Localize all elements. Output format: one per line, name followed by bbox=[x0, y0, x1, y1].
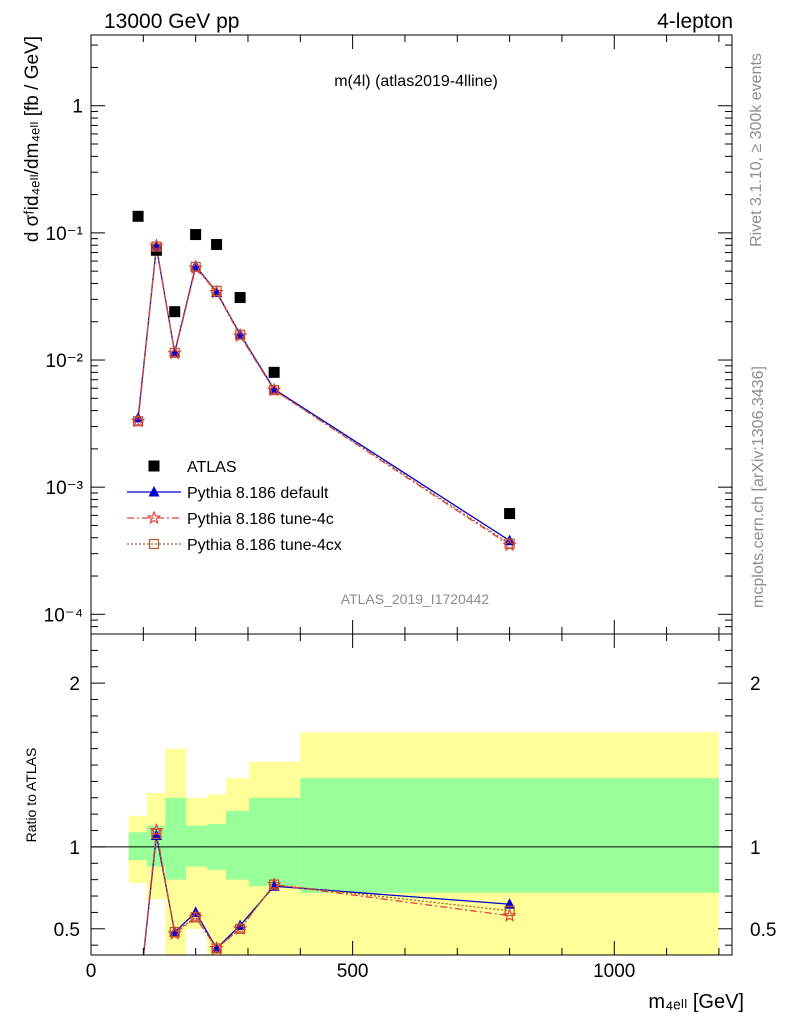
main-data-point bbox=[504, 538, 515, 549]
legend-entry-label: Pythia 8.186 tune-4c bbox=[187, 511, 334, 528]
legend: ATLAS Pythia 8.186 default Pythia 8.186 tu… bbox=[127, 459, 342, 554]
ratio-axis-ticks bbox=[90, 634, 732, 955]
ratio-y-axis-label: Ratio to ATLAS bbox=[23, 748, 39, 843]
ratio-x-axis-label: m₄ₑₗₗ [GeV] bbox=[648, 991, 744, 1013]
main-data-point bbox=[269, 384, 280, 396]
main-plot-title: m(4l) (atlas2019-4lline) bbox=[334, 73, 498, 90]
ratio-data-point bbox=[211, 943, 222, 954]
ratio-y-tick-label-left: 2 bbox=[69, 674, 80, 695]
ratio-y-tick-label-right: 0.5 bbox=[750, 920, 776, 941]
ratio-y-tick-label-right: 2 bbox=[750, 674, 761, 695]
ratio-panel: 0.5 0.5 1 1 2 2 0 500 1000 Ratio to ATLAS m₄ₑₗₗ … bbox=[23, 633, 777, 1013]
main-series-line bbox=[137, 246, 510, 545]
legend-entry-label: Pythia 8.186 tune-4cx bbox=[187, 537, 342, 554]
ratio-data-point bbox=[151, 828, 162, 839]
ratio-data-point bbox=[190, 912, 201, 923]
ratio-tick-labels: 0.5 0.5 1 1 2 2 0 500 1000 bbox=[54, 674, 777, 982]
main-data-point bbox=[169, 347, 180, 358]
ratio-data-point bbox=[169, 926, 180, 938]
ratio-green-band bbox=[165, 797, 187, 880]
legend-entry-label: ATLAS bbox=[187, 459, 237, 476]
header-right-label: 4-lepton bbox=[657, 10, 733, 33]
rivet-version-label: Rivet 3.1.10, ≥ 300k events bbox=[748, 53, 765, 247]
ratio-green-band bbox=[300, 778, 719, 893]
main-data-point bbox=[268, 366, 280, 378]
ratio-series-group bbox=[142, 822, 517, 955]
mcplots-credit-label: mcplots.cern.ch [arXiv:1306.3436] bbox=[750, 366, 767, 608]
main-y-tick-label: 1 bbox=[72, 97, 83, 118]
main-data-point bbox=[211, 239, 223, 251]
main-data-point bbox=[132, 210, 144, 222]
header-left-label: 13000 GeV pp bbox=[104, 10, 239, 33]
ratio-x-tick-label: 1000 bbox=[593, 961, 635, 982]
ratio-yellow-band bbox=[207, 794, 227, 955]
legend-entry-label: Pythia 8.186 default bbox=[187, 485, 329, 502]
ratio-green-band bbox=[226, 810, 250, 880]
legend-marker bbox=[146, 510, 162, 525]
main-y-tick-label: 10⁻² bbox=[46, 351, 84, 372]
main-data-point bbox=[234, 292, 246, 304]
ratio-green-band bbox=[249, 797, 301, 887]
ratio-data-point bbox=[235, 923, 246, 934]
main-data-point bbox=[235, 329, 246, 340]
main-y-tick-label: 10⁻¹ bbox=[46, 224, 84, 245]
main-data-point bbox=[190, 229, 202, 241]
ratio-y-tick-label-left: 1 bbox=[69, 838, 80, 859]
ratio-series-line bbox=[142, 830, 510, 955]
ratio-series-clipped bbox=[142, 822, 517, 955]
main-data-point bbox=[211, 285, 222, 296]
ratio-y-tick-label-right: 1 bbox=[750, 838, 761, 859]
ratio-data-point bbox=[149, 822, 164, 837]
main-data-point bbox=[132, 416, 144, 427]
ratio-data-point bbox=[504, 905, 515, 916]
main-data-point bbox=[151, 241, 162, 252]
ratio-y-tick-label-left: 0.5 bbox=[54, 920, 80, 941]
ratio-green-band bbox=[128, 832, 147, 861]
legend-marker bbox=[148, 538, 160, 550]
ratio-data-point bbox=[150, 829, 162, 840]
main-data-point bbox=[190, 261, 201, 272]
main-y-tick-label: 10⁻³ bbox=[46, 478, 84, 499]
ratio-panel-frame bbox=[90, 633, 733, 956]
main-axis-ticks bbox=[90, 35, 732, 635]
legend-marker bbox=[148, 460, 160, 472]
main-series-group bbox=[130, 210, 517, 552]
ratio-x-tick-label: 0 bbox=[86, 961, 97, 982]
main-panel: 10⁻⁴ 10⁻³ 10⁻² 10⁻¹ 1 m(4l) (atlas2019-4llin… bbox=[22, 34, 733, 635]
main-data-point bbox=[504, 508, 516, 520]
main-y-axis-label: d σᶠid₄ₑₗₗ/dm₄ₑₗₗ [fb / GeV] bbox=[22, 36, 43, 242]
main-y-tick-label: 10⁻⁴ bbox=[44, 605, 83, 626]
ratio-uncertainty-bands bbox=[128, 732, 719, 955]
main-y-tick-labels: 10⁻⁴ 10⁻³ 10⁻² 10⁻¹ 1 bbox=[44, 97, 83, 627]
watermark-label: ATLAS_2019_I1720442 bbox=[341, 591, 490, 607]
main-data-point bbox=[169, 306, 181, 318]
legend-marker bbox=[148, 486, 160, 497]
ratio-data-point bbox=[269, 879, 280, 890]
ratio-x-tick-label: 500 bbox=[337, 961, 369, 982]
ratio-green-band bbox=[186, 825, 208, 867]
